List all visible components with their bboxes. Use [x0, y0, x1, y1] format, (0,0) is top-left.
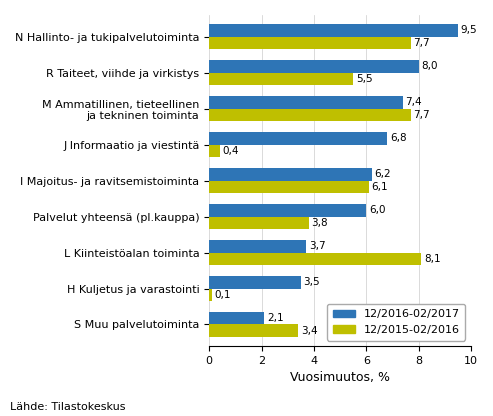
- Legend: 12/2016-02/2017, 12/2015-02/2016: 12/2016-02/2017, 12/2015-02/2016: [327, 304, 465, 341]
- Text: 0,1: 0,1: [214, 290, 231, 300]
- Bar: [209, 37, 411, 49]
- Text: 3,8: 3,8: [311, 218, 328, 228]
- Bar: [209, 72, 353, 85]
- Bar: [209, 253, 421, 265]
- Text: 6,0: 6,0: [369, 205, 386, 215]
- Text: 3,7: 3,7: [309, 241, 325, 251]
- Text: Lähde: Tilastokeskus: Lähde: Tilastokeskus: [10, 402, 125, 412]
- Text: 9,5: 9,5: [460, 25, 477, 35]
- Bar: [209, 289, 212, 301]
- Text: 3,5: 3,5: [304, 277, 320, 287]
- Bar: [209, 60, 419, 72]
- Bar: [209, 132, 387, 144]
- Bar: [209, 144, 220, 157]
- Bar: [209, 109, 411, 121]
- Text: 8,1: 8,1: [424, 254, 441, 264]
- Text: 6,8: 6,8: [390, 133, 406, 143]
- Text: 6,1: 6,1: [372, 182, 388, 192]
- Text: 7,7: 7,7: [414, 110, 430, 120]
- Text: 2,1: 2,1: [267, 313, 283, 323]
- Bar: [209, 204, 366, 217]
- Bar: [209, 24, 458, 37]
- Bar: [209, 276, 301, 289]
- X-axis label: Vuosimuutos, %: Vuosimuutos, %: [290, 371, 390, 384]
- Text: 5,5: 5,5: [356, 74, 372, 84]
- Text: 7,7: 7,7: [414, 38, 430, 48]
- Bar: [209, 181, 369, 193]
- Bar: [209, 324, 298, 337]
- Text: 0,4: 0,4: [222, 146, 239, 156]
- Text: 8,0: 8,0: [421, 61, 438, 71]
- Bar: [209, 240, 306, 253]
- Text: 3,4: 3,4: [301, 326, 317, 336]
- Text: 7,4: 7,4: [406, 97, 422, 107]
- Bar: [209, 96, 403, 109]
- Bar: [209, 312, 264, 324]
- Bar: [209, 168, 372, 181]
- Text: 6,2: 6,2: [374, 169, 391, 179]
- Bar: [209, 217, 309, 229]
